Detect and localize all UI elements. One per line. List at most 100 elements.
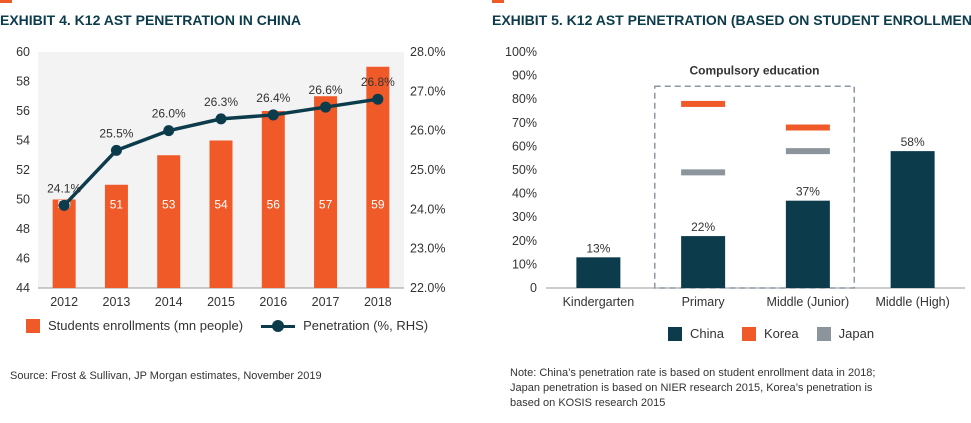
penetration-label: 26.8%: [361, 75, 395, 89]
exhibit-4-source: Source: Frost & Sullivan, JP Morgan esti…: [10, 370, 322, 382]
exhibit-4-panel: EXHIBIT 4. K12 AST PENETRATION IN CHINA …: [0, 0, 475, 423]
note-line: Note: China’s penetration rate is based …: [510, 367, 876, 379]
legend-label-japan: Japan: [838, 326, 875, 341]
y-tick-label: 0: [530, 281, 537, 295]
exhibit-5-note: Note: China’s penetration rate is based …: [510, 366, 875, 411]
y-tick-label-right: 22.0%: [410, 281, 445, 295]
y-tick-label-right: 26.0%: [410, 124, 445, 138]
bar-china: [890, 151, 935, 288]
penetration-label: 26.4%: [256, 91, 290, 105]
marker-japan: [681, 169, 726, 176]
y-tick-label-left: 58: [16, 75, 30, 89]
bar-value-label: 56: [267, 197, 281, 211]
line-marker-icon: [261, 319, 296, 333]
legend-label-china: China: [690, 326, 724, 341]
penetration-point: [267, 109, 279, 121]
bar-china: [681, 236, 726, 288]
penetration-label: 26.6%: [309, 83, 343, 97]
penetration-label: 26.3%: [204, 95, 238, 109]
y-tick-label-right: 27.0%: [410, 84, 445, 98]
y-tick-label: 60%: [512, 139, 537, 153]
penetration-point: [320, 101, 332, 113]
legend-label-korea: Korea: [763, 326, 799, 341]
x-tick-label: Kindergarten: [563, 295, 635, 309]
exhibit-4-title: EXHIBIT 4. K12 AST PENETRATION IN CHINA: [0, 12, 302, 28]
bar-enrollment: [261, 111, 285, 288]
y-tick-label-left: 48: [16, 222, 30, 236]
compulsory-education-box: [654, 85, 855, 289]
bar-value-label: 13%: [586, 241, 610, 255]
bar-value-label: 37%: [796, 185, 820, 199]
accent-bar: [0, 0, 12, 3]
marker-korea: [681, 100, 726, 107]
x-tick-label: 2018: [364, 295, 392, 309]
y-tick-label: 30%: [512, 210, 537, 224]
bar-value-label: 22%: [691, 220, 715, 234]
y-tick-label-right: 23.0%: [410, 242, 445, 256]
legend-item-korea: Korea: [741, 326, 799, 341]
bar-value-label: 59: [371, 197, 385, 211]
bar-enrollment: [52, 199, 76, 288]
y-tick-label-left: 44: [16, 281, 30, 295]
exhibit-4-legend: Students enrollments (mn people) Penetra…: [26, 318, 446, 333]
navy-swatch-icon: [668, 326, 682, 341]
marker-japan: [785, 148, 830, 155]
penetration-label: 24.1%: [47, 181, 81, 195]
bar-value-label: 53: [162, 197, 176, 211]
x-tick-label: Middle (High): [875, 295, 949, 309]
legend-label-penetration: Penetration (%, RHS): [303, 318, 429, 333]
y-tick-label-right: 25.0%: [410, 163, 445, 177]
exhibit-5-chart: 0 10% 20% 30% 40% 50% 60% 70% 80% 90% 100% Compulso…: [505, 45, 965, 309]
legend-item-china: China: [668, 326, 724, 341]
note-line: based on KOSIS research 2015: [510, 397, 666, 409]
y-tick-label: 50%: [512, 163, 537, 177]
exhibit-5-legend: China Korea Japan: [668, 326, 892, 341]
x-tick-label: 2016: [259, 295, 287, 309]
y-tick-label-right: 28.0%: [410, 45, 445, 59]
y-tick-label-left: 50: [16, 193, 30, 207]
x-tick-label: 2012: [50, 295, 78, 309]
y-tick-label-left: 54: [16, 134, 30, 148]
y-tick-label-left: 60: [16, 45, 30, 59]
x-tick-label: 2013: [103, 295, 131, 309]
penetration-label: 26.0%: [152, 107, 186, 121]
y-tick-label-right: 24.0%: [410, 202, 445, 216]
penetration-label: 25.5%: [99, 126, 133, 140]
x-tick-label: Primary: [682, 295, 726, 309]
compulsory-education-label: Compulsory education: [689, 63, 819, 77]
bar-enrollment: [366, 66, 390, 288]
penetration-point: [58, 199, 70, 211]
penetration-point: [163, 125, 175, 137]
bar-enrollment: [209, 140, 233, 288]
bar-value-label: 51: [110, 197, 124, 211]
orange-swatch-icon: [26, 318, 40, 333]
bar-enrollment: [314, 96, 338, 288]
bar-value-label: 58%: [901, 135, 925, 149]
penetration-point: [110, 144, 122, 156]
legend-item-penetration: Penetration (%, RHS): [261, 318, 428, 333]
penetration-point: [215, 113, 227, 125]
y-tick-label: 10%: [512, 257, 537, 271]
exhibit-5-panel: EXHIBIT 5. K12 AST PENETRATION (BASED ON…: [492, 0, 971, 423]
bar-enrollment: [104, 184, 128, 288]
bar-china: [785, 200, 830, 288]
bar-enrollment: [157, 155, 181, 288]
y-tick-label: 90%: [512, 69, 537, 83]
y-tick-label-left: 46: [16, 252, 30, 266]
legend-item-enrollments: Students enrollments (mn people): [26, 318, 243, 333]
y-tick-label-left: 52: [16, 163, 30, 177]
bar-value-label: 57: [319, 197, 333, 211]
y-tick-label: 80%: [512, 92, 537, 106]
penetration-point: [372, 93, 384, 105]
y-tick-label-left: 56: [16, 104, 30, 118]
y-tick-label: 20%: [512, 234, 537, 248]
bar-china: [576, 257, 621, 288]
exhibit-5-title: EXHIBIT 5. K12 AST PENETRATION (BASED ON…: [492, 12, 971, 28]
x-tick-label: 2017: [312, 295, 340, 309]
marker-korea: [785, 124, 830, 131]
orange-swatch-icon: [741, 326, 756, 341]
x-tick-label: 2014: [155, 295, 183, 309]
x-tick-label: 2015: [207, 295, 235, 309]
exhibit-4-chart: 44 46 48 50 52 54 56 58 60 22.0% 23.0% 24.0% 25.0% 26…: [16, 45, 445, 309]
x-tick-label: Middle (Junior): [767, 295, 850, 309]
